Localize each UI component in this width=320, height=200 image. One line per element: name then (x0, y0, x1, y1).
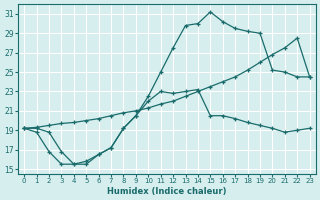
X-axis label: Humidex (Indice chaleur): Humidex (Indice chaleur) (107, 187, 227, 196)
